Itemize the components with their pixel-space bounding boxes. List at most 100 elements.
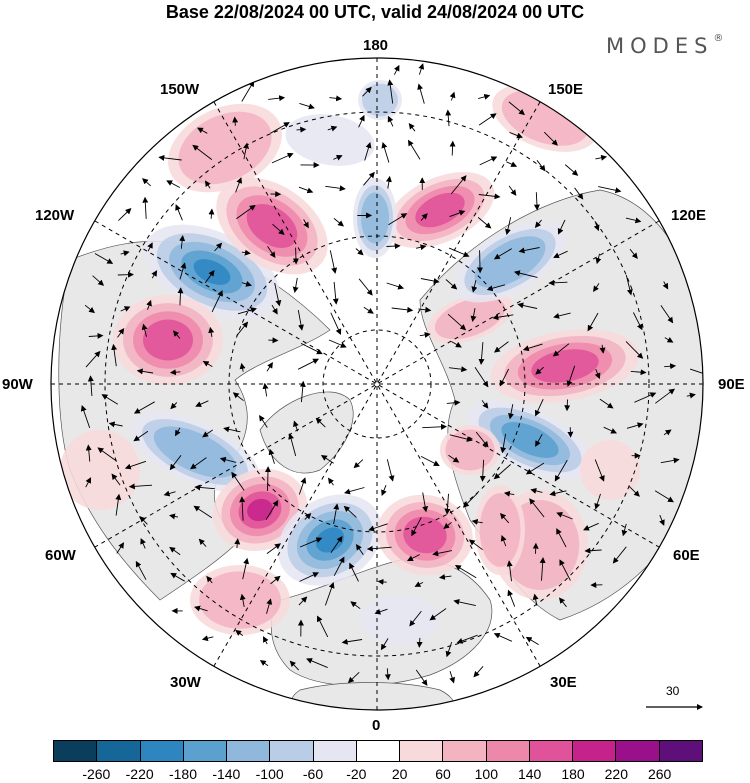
colorbar-tick-label: -60 bbox=[302, 766, 324, 782]
anomaly-contour bbox=[247, 498, 273, 522]
colorbar-swatch bbox=[573, 741, 617, 761]
wind-vector bbox=[479, 156, 498, 166]
wind-vector bbox=[270, 122, 290, 134]
wind-vector bbox=[141, 323, 148, 337]
lat-circle-40 bbox=[104, 111, 650, 657]
negative-anomaly bbox=[358, 80, 402, 120]
wind-vector bbox=[387, 79, 394, 104]
wind-vector bbox=[506, 161, 518, 167]
wind-vector bbox=[664, 337, 674, 343]
anomaly-contour bbox=[501, 422, 559, 458]
wind-vector bbox=[169, 455, 182, 471]
colorbar-tick-label: -140 bbox=[212, 766, 241, 782]
wind-vector bbox=[325, 185, 346, 192]
wind-vector bbox=[170, 572, 185, 582]
wind-vector bbox=[175, 204, 183, 221]
wind-vector bbox=[94, 253, 114, 264]
wind-vector bbox=[655, 388, 676, 404]
negative-anomaly bbox=[454, 221, 566, 303]
wind-vector bbox=[508, 404, 514, 420]
wind-vector bbox=[264, 466, 271, 491]
lon-label-90e: 90E bbox=[718, 376, 745, 393]
wind-vector bbox=[80, 405, 91, 429]
wind-vector bbox=[190, 457, 207, 470]
wind-vector bbox=[289, 660, 300, 671]
wind-vector bbox=[297, 310, 304, 331]
colorbar-swatch bbox=[356, 741, 401, 761]
wind-vector bbox=[327, 125, 338, 132]
wind-vector bbox=[446, 399, 461, 406]
wind-vector bbox=[204, 269, 215, 284]
positive-anomaly bbox=[377, 494, 473, 576]
wind-vector bbox=[88, 332, 104, 339]
colorbar-swatch bbox=[659, 741, 702, 761]
wind-vector bbox=[292, 247, 299, 265]
wind-vector bbox=[478, 113, 497, 126]
wind-vector bbox=[598, 186, 622, 194]
wind-vector bbox=[478, 93, 491, 100]
wind-vector bbox=[192, 144, 213, 160]
colorbar-swatch bbox=[486, 741, 530, 761]
wind-vector bbox=[508, 101, 525, 116]
anomaly-contour bbox=[479, 493, 521, 567]
wind-vector bbox=[448, 366, 468, 373]
wind-vector bbox=[239, 362, 246, 372]
wind-vector bbox=[317, 615, 329, 638]
wind-vector bbox=[513, 270, 538, 278]
wind-vector bbox=[415, 669, 428, 686]
colorbar-swatch bbox=[227, 741, 271, 761]
wind-vector bbox=[84, 304, 95, 314]
wind-vector bbox=[92, 275, 105, 286]
colorbar-tick-label: 20 bbox=[391, 766, 408, 782]
wind-vector bbox=[533, 192, 540, 211]
africa-north bbox=[290, 682, 456, 710]
wind-vector bbox=[634, 392, 657, 403]
wind-vector bbox=[296, 126, 307, 133]
wind-vector bbox=[628, 485, 640, 497]
wind-vector bbox=[211, 290, 223, 313]
anomaly-contour bbox=[403, 516, 447, 554]
colorbar-tick-label: 180 bbox=[561, 766, 585, 782]
wind-vector bbox=[330, 535, 343, 553]
colorbar-tick-label: 260 bbox=[647, 766, 672, 782]
wind-vector bbox=[235, 177, 243, 193]
wind-vector bbox=[231, 471, 245, 491]
wind-vector bbox=[353, 459, 364, 469]
wind-vector bbox=[242, 557, 250, 580]
wind-vector bbox=[422, 492, 429, 513]
wind-vector bbox=[234, 538, 241, 549]
colorbar-swatch bbox=[443, 741, 487, 761]
wind-vector bbox=[174, 427, 181, 437]
wind-vector bbox=[534, 399, 544, 417]
wind-vector bbox=[529, 498, 545, 518]
wind-vector bbox=[328, 477, 334, 486]
wind-vector bbox=[241, 80, 255, 102]
wind-vector bbox=[475, 431, 489, 448]
wind-vector bbox=[468, 539, 483, 551]
wind-vector bbox=[259, 414, 268, 428]
wind-vector bbox=[299, 380, 306, 403]
wind-vector bbox=[499, 368, 510, 387]
wind-vector bbox=[363, 306, 374, 314]
wind-vector bbox=[101, 394, 119, 405]
wind-vector bbox=[358, 278, 373, 296]
wind-vector bbox=[266, 598, 273, 614]
colorbar-swatch bbox=[54, 741, 98, 761]
wind-vector bbox=[202, 429, 213, 438]
wind-vector bbox=[266, 543, 282, 554]
wind-vector bbox=[409, 610, 422, 627]
wind-vector bbox=[599, 344, 606, 354]
wind-vector bbox=[355, 543, 364, 555]
wind-vector bbox=[303, 219, 309, 229]
wind-vector bbox=[297, 358, 319, 370]
positive-anomaly bbox=[475, 485, 525, 575]
wind-vector bbox=[265, 499, 279, 521]
wind-vector bbox=[583, 522, 599, 531]
anomaly-contour bbox=[361, 192, 389, 244]
wind-vector bbox=[268, 95, 286, 102]
lon-label-90w: 90W bbox=[2, 376, 33, 393]
wind-vector bbox=[552, 343, 570, 357]
wind-vector bbox=[451, 341, 462, 348]
wind-vector bbox=[163, 490, 176, 497]
